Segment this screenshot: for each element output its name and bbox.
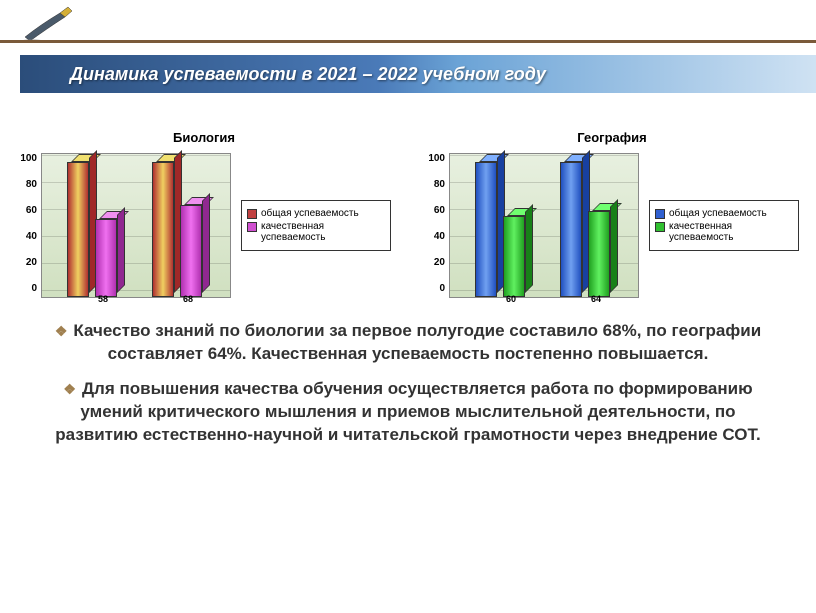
chart-biology-yaxis: 100 80 60 40 20 0 <box>9 153 41 298</box>
legend-item: общая успеваемость <box>247 208 385 219</box>
legend-item: общая успеваемость <box>655 208 793 219</box>
ytick-label: 80 <box>434 179 445 190</box>
ytick-label: 60 <box>26 205 37 216</box>
legend-label: общая успеваемость <box>261 208 359 219</box>
diamond-icon: ❖ <box>63 381 76 397</box>
legend-swatch <box>247 209 257 219</box>
ytick-label: 80 <box>26 179 37 190</box>
legend-swatch <box>655 209 665 219</box>
legend-swatch <box>655 222 665 232</box>
ytick-label: 20 <box>434 257 445 268</box>
legend-item: качественная успеваемость <box>247 221 385 243</box>
text-content: ❖ Качество знаний по биологии за первое п… <box>50 320 766 459</box>
chart-geography-plot: 6064 <box>449 153 639 298</box>
header-divider <box>0 40 816 43</box>
ytick-label: 40 <box>26 231 37 242</box>
bullet-1-text: Качество знаний по биологии за первое по… <box>73 321 761 363</box>
chart-biology-plot: 5868 <box>41 153 231 298</box>
ytick-label: 100 <box>20 153 37 164</box>
chart-biology-title: Биология <box>9 130 399 145</box>
chart-geography-title: География <box>417 130 807 145</box>
bullet-1: ❖ Качество знаний по биологии за первое п… <box>50 320 766 366</box>
chart-geography-yaxis: 100 80 60 40 20 0 <box>417 153 449 298</box>
legend-label: качественная успеваемость <box>261 221 385 243</box>
legend-swatch <box>247 222 257 232</box>
charts-container: Биология 100 80 60 40 20 0 5868 общая успевае… <box>0 130 816 310</box>
diamond-icon: ❖ <box>55 323 68 339</box>
chart-biology-legend: общая успеваемость качественная успеваемо… <box>241 200 391 251</box>
ytick-label: 0 <box>439 283 445 294</box>
legend-item: качественная успеваемость <box>655 221 793 243</box>
page-title: Динамика успеваемости в 2021 – 2022 учеб… <box>70 64 546 85</box>
pen-icon <box>20 5 80 45</box>
chart-geography-legend: общая успеваемость качественная успеваемо… <box>649 200 799 251</box>
title-bar: Динамика успеваемости в 2021 – 2022 учеб… <box>20 55 816 93</box>
ytick-label: 100 <box>428 153 445 164</box>
legend-label: качественная успеваемость <box>669 221 793 243</box>
ytick-label: 60 <box>434 205 445 216</box>
legend-label: общая успеваемость <box>669 208 767 219</box>
ytick-label: 40 <box>434 231 445 242</box>
bullet-2-text: Для повышения качества обучения осуществ… <box>55 379 760 444</box>
ytick-label: 20 <box>26 257 37 268</box>
chart-biology: Биология 100 80 60 40 20 0 5868 общая успевае… <box>9 130 399 300</box>
chart-geography: География 100 80 60 40 20 0 6064 общая успева… <box>417 130 807 300</box>
bullet-2: ❖Для повышения качества обучения осущест… <box>50 378 766 447</box>
ytick-label: 0 <box>31 283 37 294</box>
